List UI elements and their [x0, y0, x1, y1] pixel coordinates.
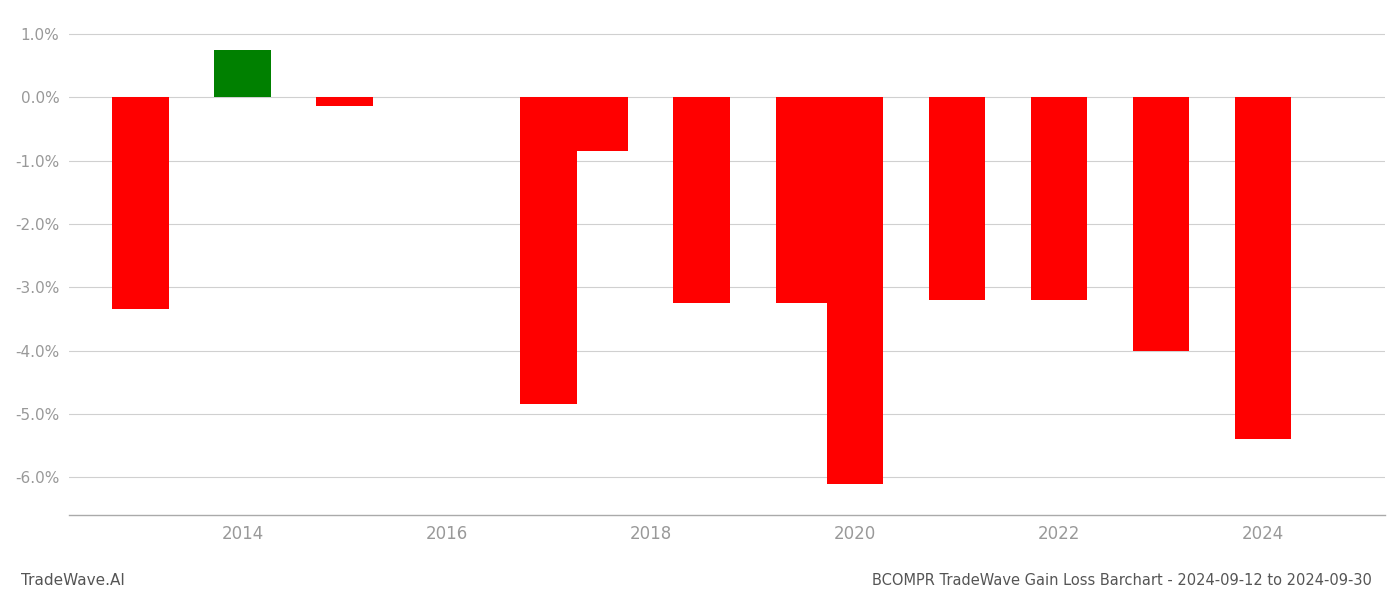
Bar — [1235, 97, 1291, 439]
Bar — [521, 97, 577, 404]
Bar — [571, 97, 627, 151]
Bar — [1133, 97, 1189, 350]
Bar — [112, 97, 168, 310]
Bar — [673, 97, 729, 303]
Bar — [1030, 97, 1086, 300]
Text: TradeWave.AI: TradeWave.AI — [21, 573, 125, 588]
Text: BCOMPR TradeWave Gain Loss Barchart - 2024-09-12 to 2024-09-30: BCOMPR TradeWave Gain Loss Barchart - 20… — [872, 573, 1372, 588]
Bar — [928, 97, 984, 300]
Bar — [776, 97, 832, 303]
Bar — [214, 50, 270, 97]
Bar — [826, 97, 882, 484]
Bar — [316, 97, 372, 106]
